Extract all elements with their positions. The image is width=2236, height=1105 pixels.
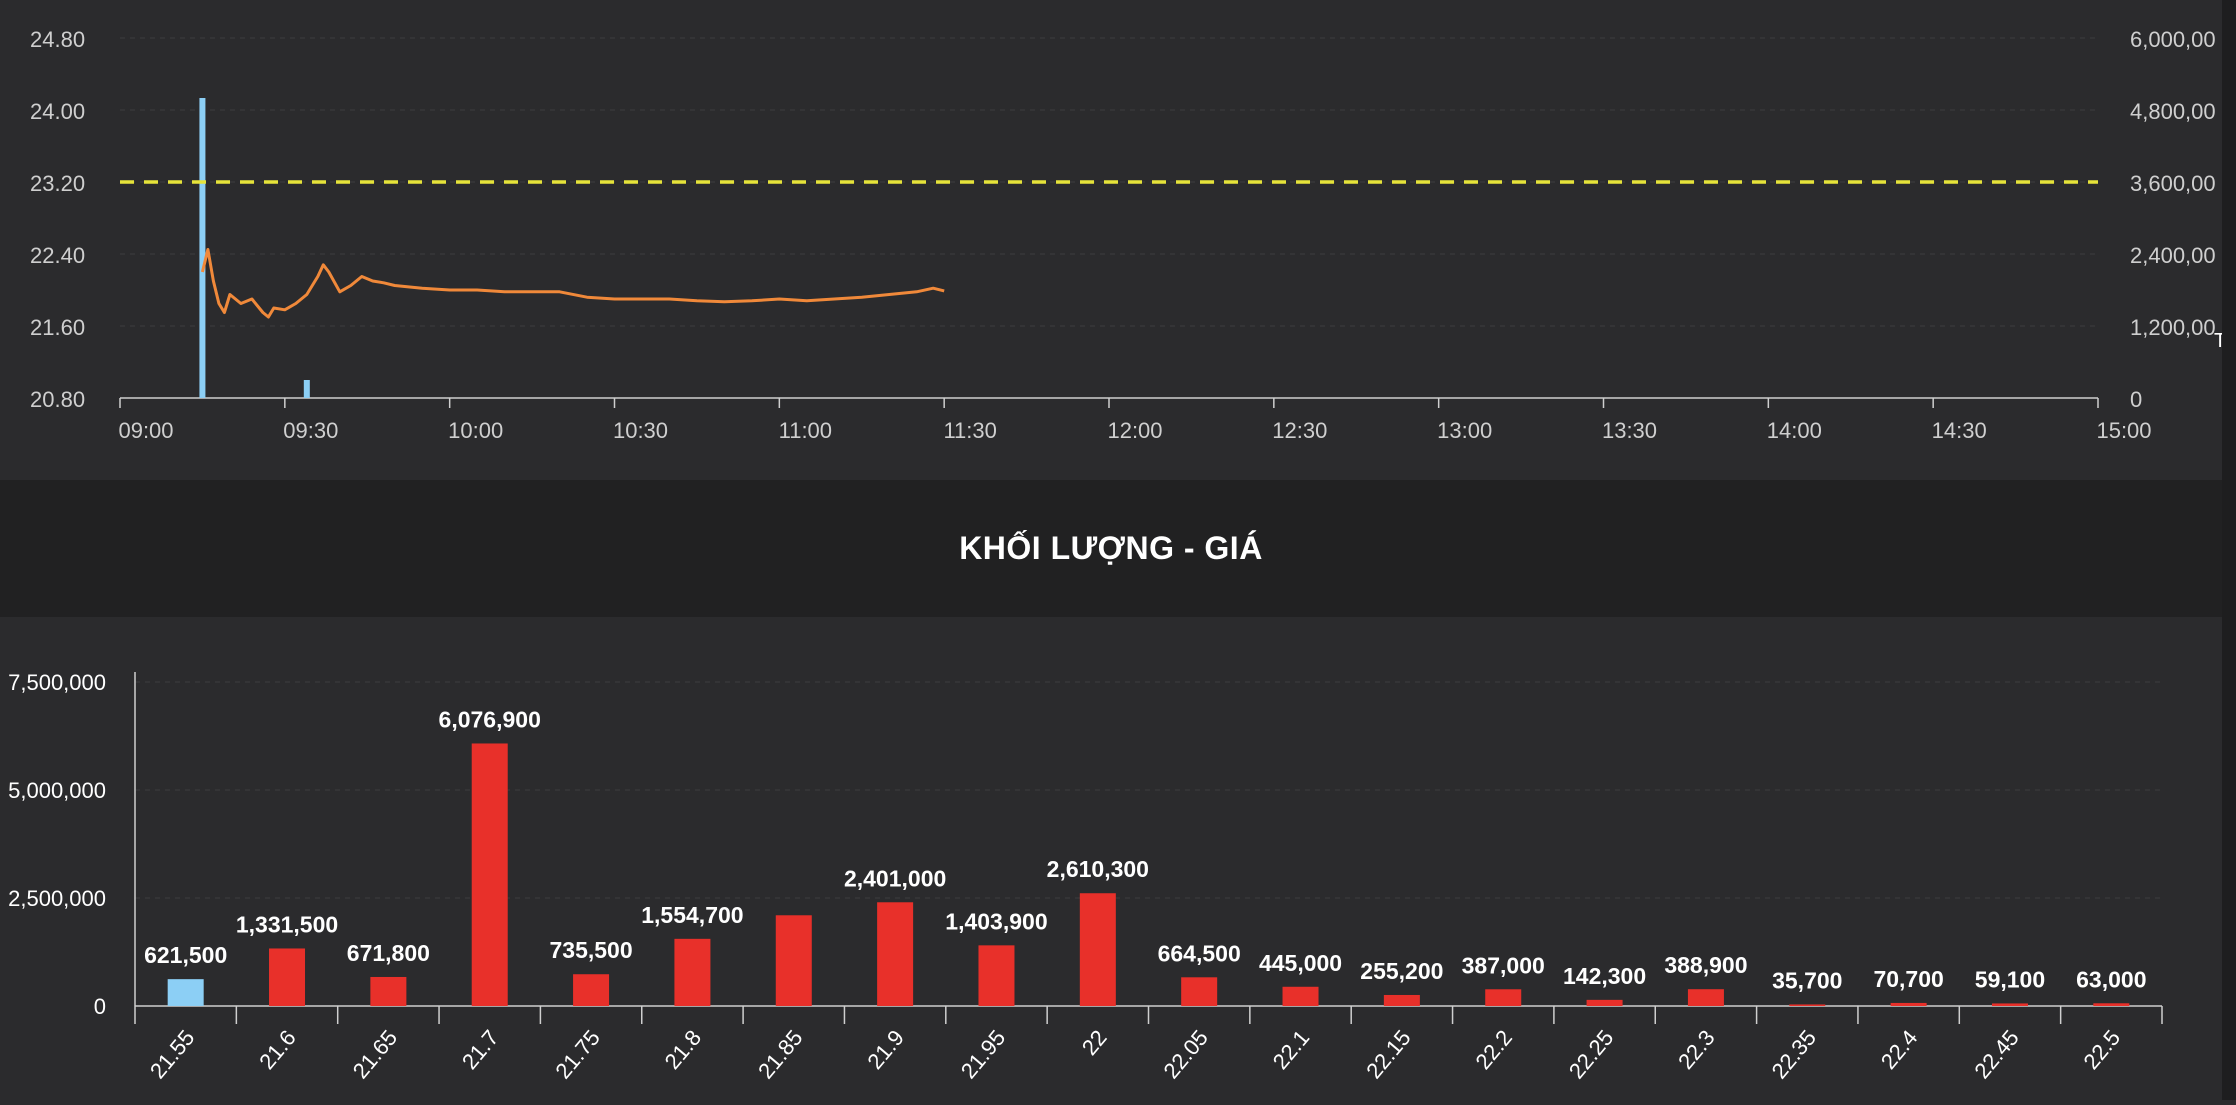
price-category-label: 21.6	[254, 1025, 301, 1074]
time-tick-label: 10:00	[448, 418, 503, 443]
volume-data-label: 671,800	[347, 940, 430, 966]
volume-bar-22.15	[1383, 994, 1420, 1006]
time-tick-label: 10:30	[613, 418, 668, 443]
volume-bar-21.85	[775, 915, 812, 1006]
volume-bar-21.9	[877, 902, 914, 1006]
volume-bar-21.6	[269, 948, 306, 1006]
price-axis-tick-label: 20.80	[30, 387, 85, 412]
time-tick-label: 15:00	[2096, 418, 2151, 443]
volume-axis-tick-label: 2,400,00	[2130, 243, 2216, 268]
volume-axis-tick-label: 0	[94, 994, 106, 1019]
volume-bar-21.75	[573, 974, 610, 1006]
volume-axis-tick-label: 1,200,00	[2130, 315, 2216, 340]
volume-bar-22.3	[1687, 989, 1724, 1006]
volume-data-label: 6,076,900	[439, 706, 541, 732]
volume-data-label: 35,700	[1772, 967, 1842, 993]
price-category-label: 22.25	[1564, 1025, 1619, 1083]
price-category-label: 21.95	[956, 1025, 1011, 1083]
price-axis-tick-label: 21.60	[30, 315, 85, 340]
volume-data-label: 63,000	[2076, 966, 2146, 992]
volume-data-label: 1,403,900	[945, 908, 1047, 934]
price-axis-tick-label: 23.20	[30, 171, 85, 196]
volume-section-header: KHỐI LƯỢNG - GIÁ	[0, 480, 2222, 617]
volume-bar-22.1	[1282, 986, 1319, 1006]
time-tick-label: 09:30	[283, 418, 338, 443]
volume-axis-tick-label: 5,000,000	[8, 778, 106, 803]
price-category-label: 22.2	[1470, 1025, 1517, 1074]
volume-data-label: 664,500	[1158, 940, 1241, 966]
time-tick-label: 13:30	[1602, 418, 1657, 443]
edge-glyph: T	[2214, 330, 2222, 352]
volume-data-label: 2,401,000	[844, 865, 946, 891]
time-tick-label: 14:00	[1767, 418, 1822, 443]
volume-bar-21.65	[370, 976, 407, 1006]
price-category-label: 22.35	[1767, 1025, 1822, 1083]
volume-axis-tick-label: 0	[2130, 387, 2142, 412]
volume-bar-21.8	[674, 938, 711, 1006]
volume-bar-22.25	[1586, 999, 1623, 1006]
volume-bar-22.05	[1181, 977, 1218, 1006]
volume-data-label: 387,000	[1462, 952, 1545, 978]
volume-data-label: 70,700	[1873, 966, 1943, 992]
price-category-label: 21.65	[348, 1025, 403, 1083]
price-category-label: 22	[1077, 1025, 1112, 1060]
volume-bar-22.35	[1789, 1004, 1826, 1006]
volume-data-label: 1,554,700	[641, 902, 743, 928]
volume-bar-21.95	[978, 945, 1015, 1006]
volume-data-label: 388,900	[1664, 952, 1747, 978]
volume-section-title: KHỐI LƯỢNG - GIÁ	[959, 530, 1263, 566]
volume-bar-21.55	[167, 979, 204, 1006]
price-axis-tick-label: 24.00	[30, 99, 85, 124]
price-category-label: 21.9	[862, 1025, 909, 1074]
volume-data-label: 142,300	[1563, 963, 1646, 989]
volume-bar-22	[1079, 893, 1116, 1006]
price-category-label: 21.8	[660, 1025, 707, 1074]
price-category-label: 22.5	[2078, 1025, 2125, 1074]
price-category-label: 22.3	[1673, 1025, 1720, 1074]
price-category-label: 21.85	[753, 1025, 808, 1083]
volume-data-label: 255,200	[1360, 958, 1443, 984]
volume-data-label: 1,331,500	[236, 911, 338, 937]
time-tick-label: 14:30	[1932, 418, 1987, 443]
volume-bar-21.7	[471, 743, 508, 1006]
volume-data-label: 621,500	[144, 942, 227, 968]
price-category-label: 21.55	[145, 1025, 200, 1083]
volume-price-chart: 7,500,000 5,000,000 2,500,000 0 621,500 21.55…	[8, 670, 2163, 1083]
volume-data-label: 735,500	[550, 937, 633, 963]
time-tick-label: 12:30	[1272, 418, 1327, 443]
volume-axis-tick-label: 3,600,00	[2130, 171, 2216, 196]
volume-price-chart-panel: 7,500,000 5,000,000 2,500,000 0 621,500 21.55…	[0, 617, 2222, 1100]
volume-data-label: 2,610,300	[1047, 856, 1149, 882]
time-tick-label: 12:00	[1107, 418, 1162, 443]
volume-bar-22.5	[2093, 1003, 2130, 1006]
volume-axis-tick-label: 2,500,000	[8, 886, 106, 911]
price-category-label: 22.1	[1268, 1025, 1315, 1074]
volume-bar-22.2	[1485, 989, 1522, 1006]
time-tick-label: 11:30	[943, 418, 996, 443]
time-tick-label: 13:00	[1437, 418, 1492, 443]
price-category-label: 22.4	[1876, 1025, 1923, 1074]
price-category-label: 22.15	[1361, 1025, 1416, 1083]
time-tick-label: 11:00	[779, 418, 832, 443]
volume-bar-22.45	[1991, 1003, 2028, 1006]
volume-data-label: 59,100	[1975, 966, 2045, 992]
price-category-label: 21.7	[457, 1025, 504, 1074]
intraday-volume-bar	[303, 380, 310, 398]
price-axis-tick-label: 24.80	[30, 27, 85, 52]
price-category-label: 22.05	[1158, 1025, 1213, 1083]
price-axis-tick-label: 22.40	[30, 243, 85, 268]
intraday-volume-bar	[199, 98, 206, 398]
price-category-label: 22.45	[1969, 1025, 2024, 1083]
volume-data-label: 445,000	[1259, 950, 1342, 976]
volume-bar-22.4	[1890, 1002, 1927, 1006]
price-chart: 24.80 6,000,00 24.00 4,800,00 23.20 3,600,00 2…	[30, 27, 2226, 443]
price-category-label: 21.75	[550, 1025, 605, 1083]
volume-axis-tick-label: 7,500,000	[8, 670, 106, 695]
volume-axis-tick-label: 4,800,00	[2130, 99, 2216, 124]
price-chart-panel: 24.80 6,000,00 24.00 4,800,00 23.20 3,600,00 2…	[0, 0, 2226, 480]
price-line	[200, 248, 945, 319]
volume-axis-tick-label: 6,000,00	[2130, 27, 2216, 52]
right-edge-strip	[2222, 0, 2236, 1100]
time-tick-label: 09:00	[118, 418, 173, 443]
